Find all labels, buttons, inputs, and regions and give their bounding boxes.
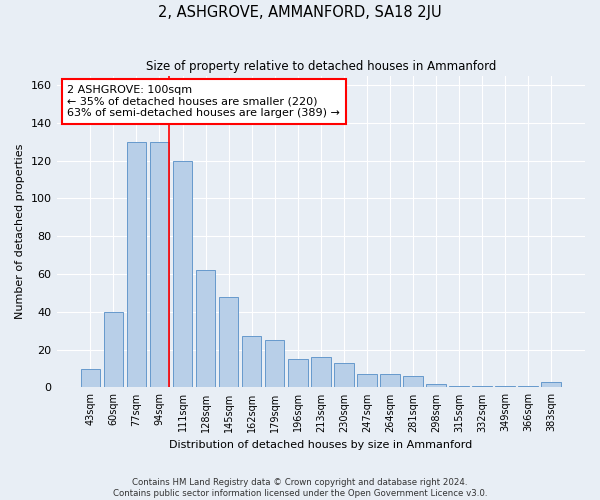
Bar <box>357 374 377 388</box>
Bar <box>449 386 469 388</box>
Text: 2 ASHGROVE: 100sqm
← 35% of detached houses are smaller (220)
63% of semi-detach: 2 ASHGROVE: 100sqm ← 35% of detached hou… <box>67 85 340 118</box>
Text: 2, ASHGROVE, AMMANFORD, SA18 2JU: 2, ASHGROVE, AMMANFORD, SA18 2JU <box>158 5 442 20</box>
Bar <box>311 357 331 388</box>
Bar <box>265 340 284 388</box>
Bar <box>426 384 446 388</box>
Bar <box>104 312 123 388</box>
Bar <box>149 142 169 388</box>
Bar <box>380 374 400 388</box>
Y-axis label: Number of detached properties: Number of detached properties <box>15 144 25 319</box>
Bar <box>127 142 146 388</box>
Bar <box>242 336 262 388</box>
Bar <box>173 160 193 388</box>
Bar <box>472 386 492 388</box>
Bar <box>541 382 561 388</box>
X-axis label: Distribution of detached houses by size in Ammanford: Distribution of detached houses by size … <box>169 440 472 450</box>
Bar <box>403 376 423 388</box>
Bar <box>496 386 515 388</box>
Bar <box>288 359 308 388</box>
Bar <box>334 363 353 388</box>
Bar <box>196 270 215 388</box>
Bar <box>80 368 100 388</box>
Title: Size of property relative to detached houses in Ammanford: Size of property relative to detached ho… <box>146 60 496 73</box>
Bar <box>518 386 538 388</box>
Text: Contains HM Land Registry data © Crown copyright and database right 2024.
Contai: Contains HM Land Registry data © Crown c… <box>113 478 487 498</box>
Bar <box>219 296 238 388</box>
